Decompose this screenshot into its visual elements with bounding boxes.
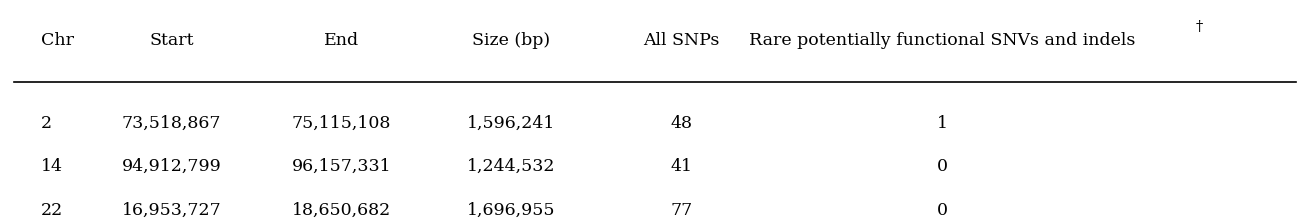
- Text: 16,953,727: 16,953,727: [122, 202, 221, 219]
- Text: 73,518,867: 73,518,867: [122, 115, 221, 132]
- Text: 94,912,799: 94,912,799: [122, 158, 221, 175]
- Text: 1,696,955: 1,696,955: [466, 202, 555, 219]
- Text: Rare potentially functional SNVs and indels: Rare potentially functional SNVs and ind…: [749, 32, 1136, 49]
- Text: 1,596,241: 1,596,241: [468, 115, 555, 132]
- Text: †: †: [1195, 20, 1203, 34]
- Text: 96,157,331: 96,157,331: [291, 158, 392, 175]
- Text: 1: 1: [937, 115, 948, 132]
- Text: Start: Start: [149, 32, 194, 49]
- Text: 1,244,532: 1,244,532: [466, 158, 555, 175]
- Text: 0: 0: [937, 158, 948, 175]
- Text: All SNPs: All SNPs: [643, 32, 719, 49]
- Text: 18,650,682: 18,650,682: [292, 202, 390, 219]
- Text: End: End: [324, 32, 359, 49]
- Text: 77: 77: [669, 202, 692, 219]
- Text: 48: 48: [671, 115, 692, 132]
- Text: 2: 2: [41, 115, 51, 132]
- Text: Chr: Chr: [41, 32, 73, 49]
- Text: 0: 0: [937, 202, 948, 219]
- Text: 75,115,108: 75,115,108: [292, 115, 390, 132]
- Text: Size (bp): Size (bp): [472, 32, 550, 49]
- Text: 41: 41: [671, 158, 692, 175]
- Text: 14: 14: [41, 158, 63, 175]
- Text: 22: 22: [41, 202, 63, 219]
